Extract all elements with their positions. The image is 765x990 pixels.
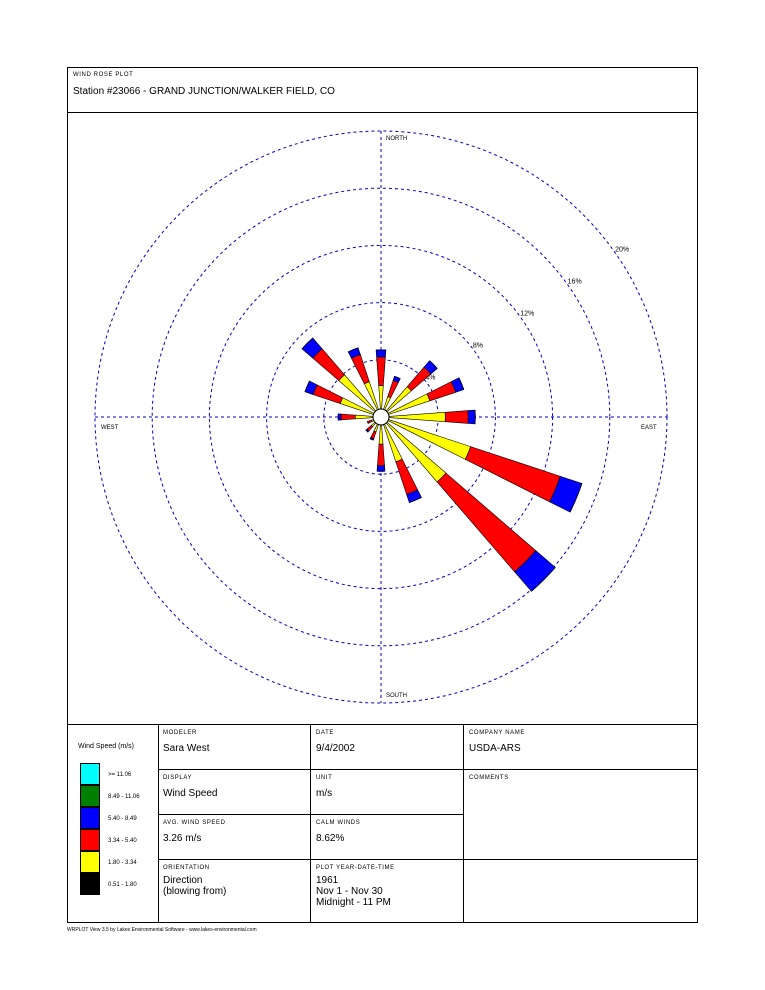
rose: 4% 8% 12% 16% 20% NORTH EAST SOUTH WEST [94, 130, 668, 704]
petal-segment [384, 411, 446, 423]
compass-label: SOUTH [386, 693, 407, 699]
cell-label: COMPANY NAME [469, 730, 525, 736]
petal-segment [301, 337, 313, 349]
cell-label: DATE [316, 730, 334, 736]
cell-value: Nov 1 - Nov 30 [316, 886, 383, 897]
cell-value: USDA-ARS [469, 743, 521, 754]
petal-segment [376, 356, 386, 386]
cell-value: Wind Speed [163, 788, 217, 799]
legend-swatch [80, 873, 100, 895]
cell-label: PLOT YEAR-DATE-TIME [316, 865, 395, 871]
legend-title: Wind Speed (m/s) [78, 743, 134, 750]
legend-swatch [80, 807, 100, 829]
petal-segment [444, 410, 469, 424]
legend-label: >= 11.06 [108, 772, 132, 778]
petal-segment [337, 413, 342, 421]
legend-swatch [80, 829, 100, 851]
cell-label: ORIENTATION [163, 865, 210, 871]
petal-segment [436, 472, 537, 573]
petal-segment [409, 497, 422, 503]
footer: WRPLOT View 3.5 by Lakes Environmental S… [67, 927, 257, 933]
legend-swatch [80, 851, 100, 873]
cell-value: 3.26 m/s [163, 833, 201, 844]
cell-label: MODELER [163, 730, 197, 736]
cell-label: UNIT [316, 775, 332, 781]
compass-label: EAST [641, 425, 657, 431]
petal-segment [458, 377, 465, 390]
cell-value: 8.62% [316, 833, 344, 844]
ring [266, 302, 496, 532]
petal-segment [312, 348, 345, 381]
petal-segment [304, 380, 310, 392]
legend-swatch [80, 763, 100, 785]
cell-value: 9/4/2002 [316, 743, 355, 754]
petal-segment [387, 379, 399, 399]
petal-segment [395, 458, 419, 495]
petal-segment [375, 349, 387, 358]
cell-value: Direction [163, 875, 202, 886]
cell-value: m/s [316, 788, 332, 799]
petal-segment [467, 409, 476, 425]
compass-label: WEST [101, 425, 119, 431]
cell-label: CALM WINDS [316, 820, 360, 826]
ring-label: 12% [520, 311, 534, 318]
legend-swatch [80, 785, 100, 807]
cell-value: Sara West [163, 743, 210, 754]
calm-circle [372, 408, 390, 426]
cell-label: DISPLAY [163, 775, 192, 781]
station-title: Station #23066 - GRAND JUNCTION/WALKER F… [73, 86, 335, 97]
header-label: WIND ROSE PLOT [73, 72, 133, 78]
ring-label: 16% [568, 279, 582, 286]
cell-value: (blowing from) [163, 886, 226, 897]
petal-segment [340, 413, 356, 421]
petal-segment [369, 438, 374, 441]
petal-segment [376, 465, 386, 472]
ring-label: 20% [615, 247, 629, 254]
petal-segment [426, 381, 457, 402]
legend-label: 0.51 - 1.80 [108, 882, 137, 888]
legend: 0.51 - 1.80 1.80 - 3.34 3.34 - 5.40 5.40 - … [80, 763, 140, 895]
cell-label: COMMENTS [469, 775, 509, 781]
legend-label: 1.80 - 3.34 [108, 860, 137, 866]
ring [151, 187, 611, 647]
compass-label: NORTH [386, 136, 407, 142]
petal-segment [351, 354, 370, 385]
legend-label: 3.34 - 5.40 [108, 838, 137, 844]
legend-label: 5.40 - 8.49 [108, 816, 137, 822]
cell-value: Midnight - 11 PM [316, 897, 391, 908]
legend-label: 8.49 - 11.06 [108, 794, 140, 800]
petal-segment [312, 384, 344, 404]
cell-value: 1961 [316, 875, 339, 886]
petal-segment [377, 443, 385, 466]
cell-label: AVG. WIND SPEED [163, 820, 226, 826]
ring-label: 8% [473, 343, 483, 350]
ring-label: 4% [425, 375, 435, 382]
page-frame [67, 67, 698, 923]
